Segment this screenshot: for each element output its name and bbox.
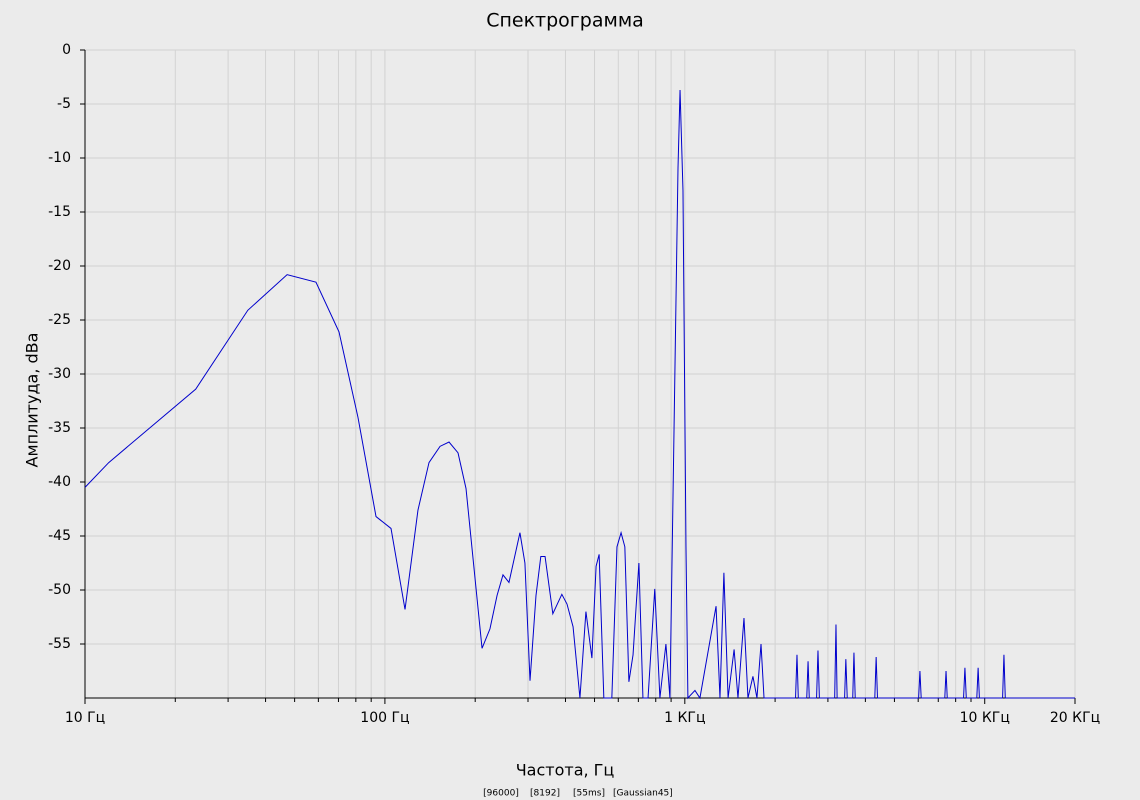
footer-note: [55ms] (573, 789, 605, 799)
footer-note: [Gaussian45] (613, 789, 673, 799)
y-tick-label: -40 (48, 474, 71, 490)
y-tick-label: -15 (48, 204, 71, 220)
y-tick-label: 0 (62, 42, 71, 58)
y-tick-label: -10 (48, 150, 71, 166)
footer-note: [96000] (483, 789, 519, 799)
x-tick-label: 1 КГц (664, 710, 705, 726)
x-tick-label: 10 КГц (960, 710, 1010, 726)
spectrum-line (84, 89, 1075, 700)
y-tick-label: -55 (48, 636, 71, 652)
y-tick-label: -50 (48, 582, 71, 598)
x-tick-label: 10 Гц (65, 710, 105, 726)
y-tick-label: -20 (48, 258, 71, 274)
y-tick-label: -45 (48, 528, 71, 544)
y-tick-label: -30 (48, 366, 71, 382)
x-tick-label: 100 Гц (360, 710, 409, 726)
x-axis-label: Частота, Гц (516, 761, 615, 780)
y-axis-label: Амплитуда, dBa (23, 333, 42, 468)
y-tick-label: -25 (48, 312, 71, 328)
chart-title: Спектрограмма (486, 10, 644, 32)
y-tick-label: -35 (48, 420, 71, 436)
y-tick-label: -5 (57, 96, 71, 112)
x-tick-label: 20 КГц (1050, 710, 1100, 726)
footer-note: [8192] (530, 789, 560, 799)
